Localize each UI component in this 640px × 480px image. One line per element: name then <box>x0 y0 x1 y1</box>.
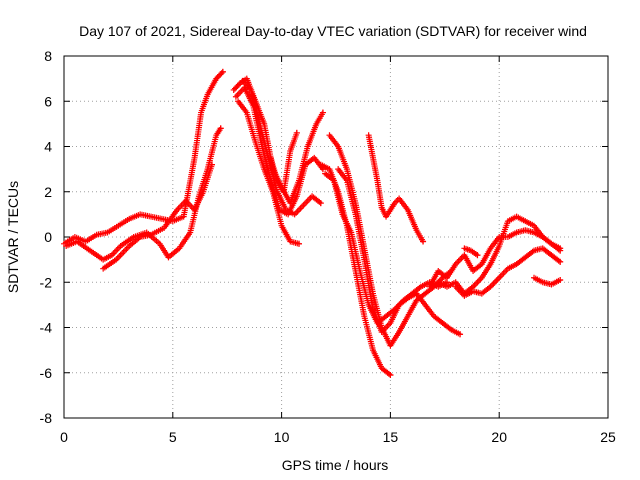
series-track-1 <box>61 68 226 247</box>
data-point <box>293 129 300 136</box>
data-point <box>557 276 564 283</box>
series-track-8 <box>267 129 300 195</box>
data-point <box>218 70 225 77</box>
data-point <box>208 161 215 168</box>
x-tick-label: 15 <box>383 429 399 445</box>
series-track-3 <box>100 161 215 272</box>
series-track-15 <box>435 213 564 297</box>
data-point <box>296 240 303 247</box>
y-tick-label: 0 <box>44 229 52 245</box>
x-tick-label: 0 <box>60 429 68 445</box>
data-point <box>387 372 394 379</box>
series-track-18 <box>531 274 564 288</box>
x-tick-label: 25 <box>600 429 616 445</box>
data-point <box>219 68 226 75</box>
series-track-12 <box>335 166 464 338</box>
chart-title: Day 107 of 2021, Sidereal Day-to-day VTE… <box>79 23 587 39</box>
data-point <box>233 84 240 91</box>
y-tick-label: -4 <box>40 320 53 336</box>
series-track-17 <box>461 245 481 259</box>
data-point <box>234 82 241 89</box>
data-point <box>317 200 324 207</box>
series-track-13 <box>365 132 427 245</box>
data-point <box>230 86 237 93</box>
series-track-6 <box>235 98 303 247</box>
y-tick-label: 4 <box>44 139 52 155</box>
y-tick-label: 8 <box>44 48 52 64</box>
y-axis-label: SDTVAR / TECUs <box>5 181 21 293</box>
data-point <box>557 245 564 252</box>
y-tick-label: 2 <box>44 184 52 200</box>
data-point <box>215 72 222 79</box>
data-point <box>319 109 326 116</box>
data-point <box>213 75 220 82</box>
x-axis-label: GPS time / hours <box>282 457 389 473</box>
x-tick-labels: 0 5 10 15 20 25 <box>60 429 616 445</box>
x-tick-label: 20 <box>491 429 507 445</box>
series-track-9 <box>317 161 394 379</box>
data-point <box>217 125 224 132</box>
y-tick-label: 6 <box>44 93 52 109</box>
x-tick-label: 10 <box>274 429 290 445</box>
data-point <box>214 74 221 81</box>
data-point <box>457 331 464 338</box>
data-points <box>61 68 564 379</box>
x-tick-label: 5 <box>169 429 177 445</box>
series-track-16 <box>452 245 564 299</box>
data-point <box>217 71 224 78</box>
y-tick-label: -8 <box>40 410 53 426</box>
data-point <box>232 85 239 92</box>
data-point <box>557 258 564 265</box>
axis-ticks <box>63 55 609 419</box>
data-point <box>474 252 481 259</box>
data-point <box>420 238 427 245</box>
y-tick-label: -2 <box>40 274 53 290</box>
y-tick-labels: 8 6 4 2 0 -2 -4 -6 -8 <box>40 48 53 426</box>
y-tick-label: -6 <box>40 365 53 381</box>
